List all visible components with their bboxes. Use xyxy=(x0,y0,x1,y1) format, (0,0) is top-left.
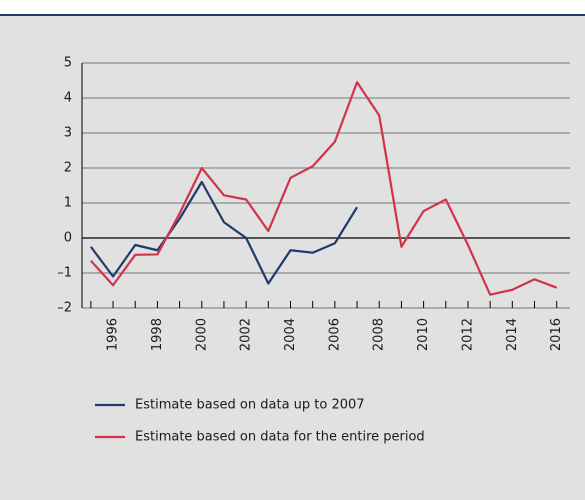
y-tick-label: 5 xyxy=(64,56,72,71)
x-tick-label: 2008 xyxy=(372,318,387,351)
legend-label: Estimate based on data for the entire pe… xyxy=(135,430,425,445)
panel-background xyxy=(0,15,585,500)
x-tick-label: 2010 xyxy=(416,318,431,351)
x-tick-label: 2004 xyxy=(283,318,298,351)
y-tick-label: 4 xyxy=(64,91,72,106)
x-tick-label: 2012 xyxy=(460,318,475,351)
y-tick-label: 0 xyxy=(64,231,72,246)
y-tick-label: –2 xyxy=(57,301,72,316)
x-tick-label: 2000 xyxy=(194,318,209,351)
x-tick-label: 2006 xyxy=(327,318,342,351)
legend-label: Estimate based on data up to 2007 xyxy=(135,398,365,413)
series-line xyxy=(89,180,358,285)
x-tick-label: 2014 xyxy=(505,318,520,351)
x-tick-label: 2016 xyxy=(549,318,564,351)
series-line xyxy=(90,81,558,296)
x-tick-label: 1998 xyxy=(150,318,165,351)
x-tick-label: 2002 xyxy=(239,318,254,351)
x-tick-label: 1996 xyxy=(106,318,121,351)
y-tick-label: 1 xyxy=(64,196,72,211)
y-tick-label: 3 xyxy=(64,126,72,141)
y-tick-label: 2 xyxy=(64,161,72,176)
y-tick-label: –1 xyxy=(57,266,72,281)
